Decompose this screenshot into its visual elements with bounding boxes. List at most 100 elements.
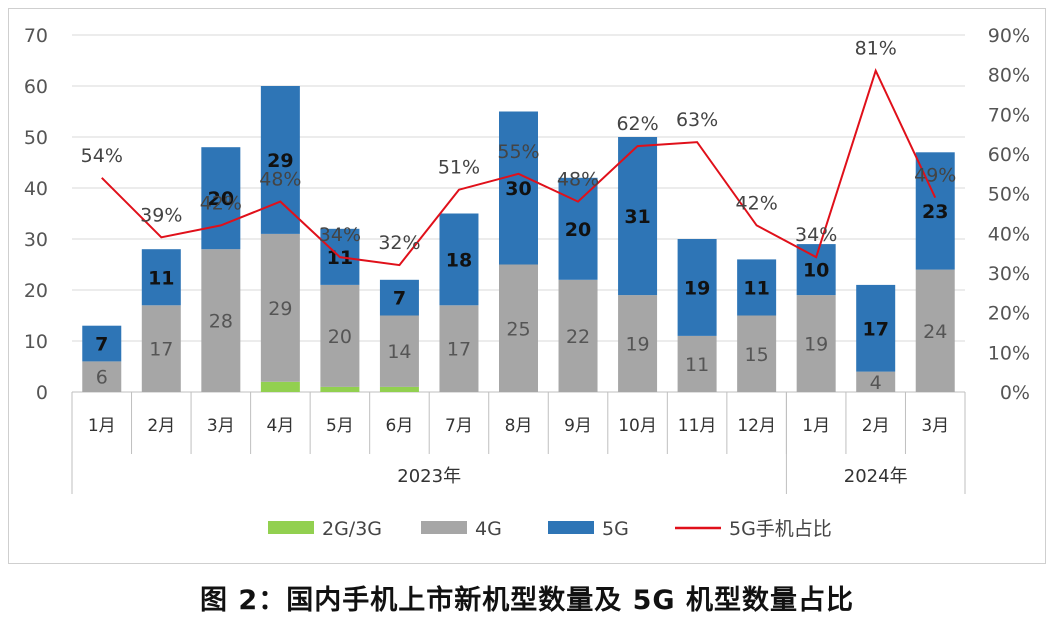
data-label-4g: 22 xyxy=(566,326,590,348)
bar-5g xyxy=(677,239,717,336)
legend-label: 5G xyxy=(602,518,629,540)
x-category-label: 9月 xyxy=(564,416,592,436)
y-right-tick-label: 20% xyxy=(988,303,1030,325)
y-right-tick-label: 40% xyxy=(988,223,1030,245)
bar-5g xyxy=(618,137,658,296)
data-label-4g: 17 xyxy=(149,339,173,361)
bar-5g xyxy=(737,259,777,316)
bar-5g xyxy=(379,279,419,316)
bar-4g xyxy=(677,335,717,392)
line-data-label: 48% xyxy=(259,169,301,191)
bar-5g xyxy=(82,325,122,362)
line-data-label: 63% xyxy=(676,109,718,131)
data-label-4g: 11 xyxy=(685,354,709,376)
bar-4g xyxy=(141,305,181,392)
line-data-label: 34% xyxy=(795,224,837,246)
legend-label: 5G手机占比 xyxy=(729,518,832,540)
data-label-5g: 11 xyxy=(743,277,769,299)
bar-4g xyxy=(439,305,479,392)
y-left-tick-label: 10 xyxy=(24,331,48,353)
y-left-tick-label: 40 xyxy=(24,178,48,200)
y-left-tick-label: 50 xyxy=(24,127,48,149)
y-right-tick-label: 80% xyxy=(988,65,1030,87)
line-data-label: 54% xyxy=(81,145,123,167)
y-right-tick-label: 10% xyxy=(988,342,1030,364)
bar-5g xyxy=(201,147,241,250)
bar-4g xyxy=(737,315,777,392)
data-label-4g: 19 xyxy=(625,334,649,356)
legend-swatch xyxy=(268,521,314,534)
line-data-label: 51% xyxy=(438,157,480,179)
figure-caption: 图 2：国内手机上市新机型数量及 5G 机型数量占比 xyxy=(200,585,854,616)
data-label-5g: 20 xyxy=(208,188,234,210)
x-group-label: 2023年 xyxy=(397,466,461,487)
data-label-4g: 6 xyxy=(96,367,108,389)
data-label-4g: 15 xyxy=(745,344,769,366)
x-category-label: 5月 xyxy=(326,416,354,436)
data-label-4g: 19 xyxy=(804,334,828,356)
bar-4g xyxy=(915,269,955,392)
legend-label: 4G xyxy=(475,518,502,540)
x-category-label: 10月 xyxy=(618,416,657,436)
x-category-label: 2月 xyxy=(147,416,175,436)
line-data-label: 55% xyxy=(497,141,539,163)
bar-5g xyxy=(796,244,836,296)
data-label-4g: 4 xyxy=(870,372,882,394)
y-left-tick-label: 70 xyxy=(24,25,48,47)
y-right-tick-label: 90% xyxy=(988,25,1030,47)
y-right-tick-label: 70% xyxy=(988,104,1030,126)
y-right-tick-label: 60% xyxy=(988,144,1030,166)
x-category-label: 1月 xyxy=(88,416,116,436)
x-category-label: 3月 xyxy=(921,416,949,436)
bar-4g xyxy=(320,284,360,387)
line-data-label: 39% xyxy=(140,204,182,226)
x-category-label: 11月 xyxy=(678,416,717,436)
bar-5g xyxy=(856,284,896,372)
y-left-tick-label: 60 xyxy=(24,76,48,98)
x-category-label: 3月 xyxy=(207,416,235,436)
bar-4g xyxy=(82,361,122,392)
bar-5g xyxy=(439,213,479,306)
data-label-5g: 19 xyxy=(684,277,710,299)
data-label-4g: 25 xyxy=(506,318,530,340)
line-data-label: 32% xyxy=(378,232,420,254)
x-category-label: 2月 xyxy=(862,416,890,436)
bar-4g xyxy=(260,233,300,382)
bar-4g xyxy=(379,315,419,387)
line-data-label: 34% xyxy=(319,224,361,246)
data-label-4g: 28 xyxy=(209,311,233,333)
legend-swatch xyxy=(421,521,467,534)
line-data-label: 42% xyxy=(200,192,242,214)
bar-4g xyxy=(856,371,896,392)
bar-2g-3g xyxy=(379,386,419,392)
bar-4g xyxy=(796,295,836,392)
x-category-label: 6月 xyxy=(386,416,414,436)
data-label-5g: 17 xyxy=(862,318,888,340)
data-label-4g: 24 xyxy=(923,321,947,343)
y-left-tick-label: 30 xyxy=(24,229,48,251)
legend-swatch xyxy=(548,521,594,534)
data-label-5g: 30 xyxy=(505,178,531,200)
line-data-label: 62% xyxy=(616,113,658,135)
line-data-label: 48% xyxy=(557,169,599,191)
y-right-tick-label: 0% xyxy=(1000,382,1030,404)
x-category-label: 12月 xyxy=(737,416,776,436)
data-label-5g: 18 xyxy=(446,249,472,271)
bar-4g xyxy=(499,264,538,392)
data-label-5g: 10 xyxy=(803,260,829,282)
data-label-5g: 23 xyxy=(922,201,948,223)
x-category-label: 7月 xyxy=(445,416,473,436)
x-category-label: 8月 xyxy=(505,416,533,436)
x-group-label: 2024年 xyxy=(844,466,908,487)
x-category-label: 4月 xyxy=(266,416,294,436)
y-right-tick-label: 30% xyxy=(988,263,1030,285)
data-label-5g: 7 xyxy=(95,334,108,356)
bar-5g xyxy=(141,249,181,306)
bar-2g-3g xyxy=(260,381,300,392)
data-label-4g: 20 xyxy=(328,326,352,348)
line-data-label: 81% xyxy=(855,38,897,60)
bar-4g xyxy=(618,295,658,392)
line-data-label: 42% xyxy=(736,192,778,214)
legend-label: 2G/3G xyxy=(322,518,382,540)
combo-chart: 0 10 20 30 40 50 60 70 0% 10% 20% 30% 40% 50% 60% 70% 80… xyxy=(24,25,1030,540)
